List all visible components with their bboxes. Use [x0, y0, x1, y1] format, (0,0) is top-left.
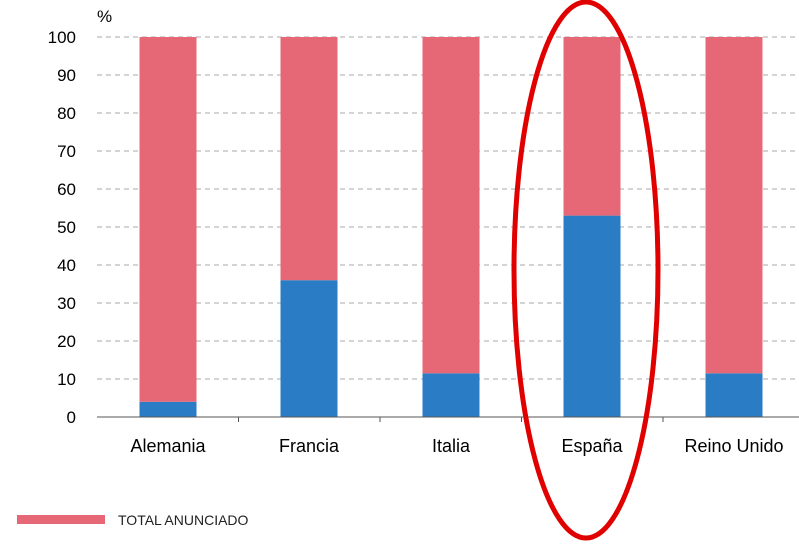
y-tick-label-0: 0	[67, 408, 76, 427]
y-tick-label-60: 60	[57, 180, 76, 199]
bar-alemania-segment-0	[139, 401, 197, 417]
y-tick-label-90: 90	[57, 66, 76, 85]
legend: TOTAL ANUNCIADO	[17, 512, 249, 528]
x-tick-label-reino-unido: Reino Unido	[684, 436, 783, 456]
bar-reino-unido-segment-0	[705, 373, 763, 417]
legend-swatch-total-anunciado	[17, 515, 105, 524]
bar-españa-segment-0	[563, 215, 621, 417]
bar-reino-unido-segment-1	[705, 37, 763, 374]
legend-label-total-anunciado: TOTAL ANUNCIADO	[118, 512, 249, 528]
y-axis-unit: %	[97, 7, 112, 26]
bar-italia-segment-0	[422, 373, 480, 417]
y-axis-ticks: 0 10 20 30 40 50 60 70 80 90 100	[48, 28, 76, 427]
y-tick-label-50: 50	[57, 218, 76, 237]
bar-francia-segment-1	[280, 37, 338, 281]
y-tick-label-40: 40	[57, 256, 76, 275]
x-axis-separators	[238, 417, 664, 422]
bar-españa-segment-1	[563, 37, 621, 216]
highlight-ellipse-shape	[511, 0, 661, 541]
x-tick-label-francia: Francia	[279, 436, 340, 456]
bar-francia-segment-0	[280, 280, 338, 417]
highlight-ellipse	[511, 0, 661, 541]
y-tick-label-10: 10	[57, 370, 76, 389]
x-tick-label-alemania: Alemania	[130, 436, 206, 456]
y-tick-label-30: 30	[57, 294, 76, 313]
x-tick-label-españa: España	[561, 436, 623, 456]
bar-italia-segment-1	[422, 37, 480, 374]
y-tick-label-20: 20	[57, 332, 76, 351]
y-tick-label-100: 100	[48, 28, 76, 47]
x-tick-label-italia: Italia	[432, 436, 471, 456]
x-axis-labels: Alemania Francia Italia España Reino Unido	[130, 436, 783, 456]
bars	[139, 37, 763, 417]
y-tick-label-70: 70	[57, 142, 76, 161]
bar-alemania-segment-1	[139, 37, 197, 402]
y-tick-label-80: 80	[57, 104, 76, 123]
